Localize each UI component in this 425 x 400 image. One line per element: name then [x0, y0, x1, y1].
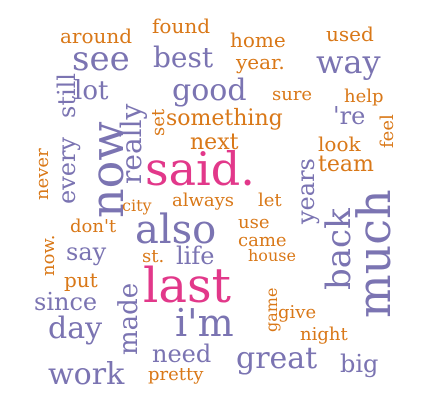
word-put: put	[64, 268, 98, 292]
word-around: around	[60, 24, 133, 48]
word-home: home	[230, 28, 286, 52]
word-never: never	[32, 148, 53, 200]
word-city: city	[122, 196, 152, 215]
word-last: last	[143, 258, 231, 314]
word-im: i'm	[175, 301, 234, 345]
word-years: years	[292, 158, 320, 224]
word-since: since	[34, 288, 98, 316]
word-came: came	[238, 230, 287, 251]
word-said: said.	[145, 142, 255, 196]
word-really: really	[115, 103, 148, 184]
word-big: big	[340, 350, 379, 378]
word-now-dot: now.	[38, 234, 59, 276]
word-great: great	[236, 341, 318, 376]
word-used: used	[326, 22, 374, 46]
word-every: every	[53, 137, 81, 204]
word-re: 're	[333, 102, 366, 130]
word-need: need	[152, 340, 212, 368]
word-good: good	[172, 73, 247, 108]
word-feel: feel	[377, 114, 398, 148]
word-look: look	[318, 132, 361, 156]
word-something: something	[166, 106, 283, 131]
word-use: use	[238, 212, 270, 233]
word-sure: sure	[272, 84, 313, 105]
word-life: life	[176, 242, 215, 270]
word-lot: lot	[74, 76, 109, 106]
word-pretty: pretty	[148, 364, 204, 385]
word-night: night	[300, 324, 348, 345]
word-best: best	[153, 41, 214, 74]
word-back: back	[319, 208, 359, 290]
word-always: always	[172, 190, 235, 211]
word-found: found	[152, 14, 211, 38]
word-next: next	[190, 130, 239, 155]
word-also: also	[135, 207, 217, 253]
word-dont: don't	[70, 216, 117, 237]
word-way: way	[316, 43, 381, 81]
word-made: made	[114, 282, 144, 355]
word-day: day	[48, 311, 103, 346]
word-let: let	[258, 190, 282, 211]
word-set: set	[148, 108, 169, 136]
word-st: st.	[142, 246, 165, 267]
word-see: see	[72, 39, 130, 79]
word-work: work	[48, 357, 125, 392]
word-year: year.	[236, 50, 285, 74]
word-house: house	[248, 246, 296, 265]
word-give: give	[278, 302, 317, 323]
word-say: say	[66, 238, 107, 266]
word-team: team	[318, 152, 374, 177]
word-help: help	[344, 86, 384, 107]
